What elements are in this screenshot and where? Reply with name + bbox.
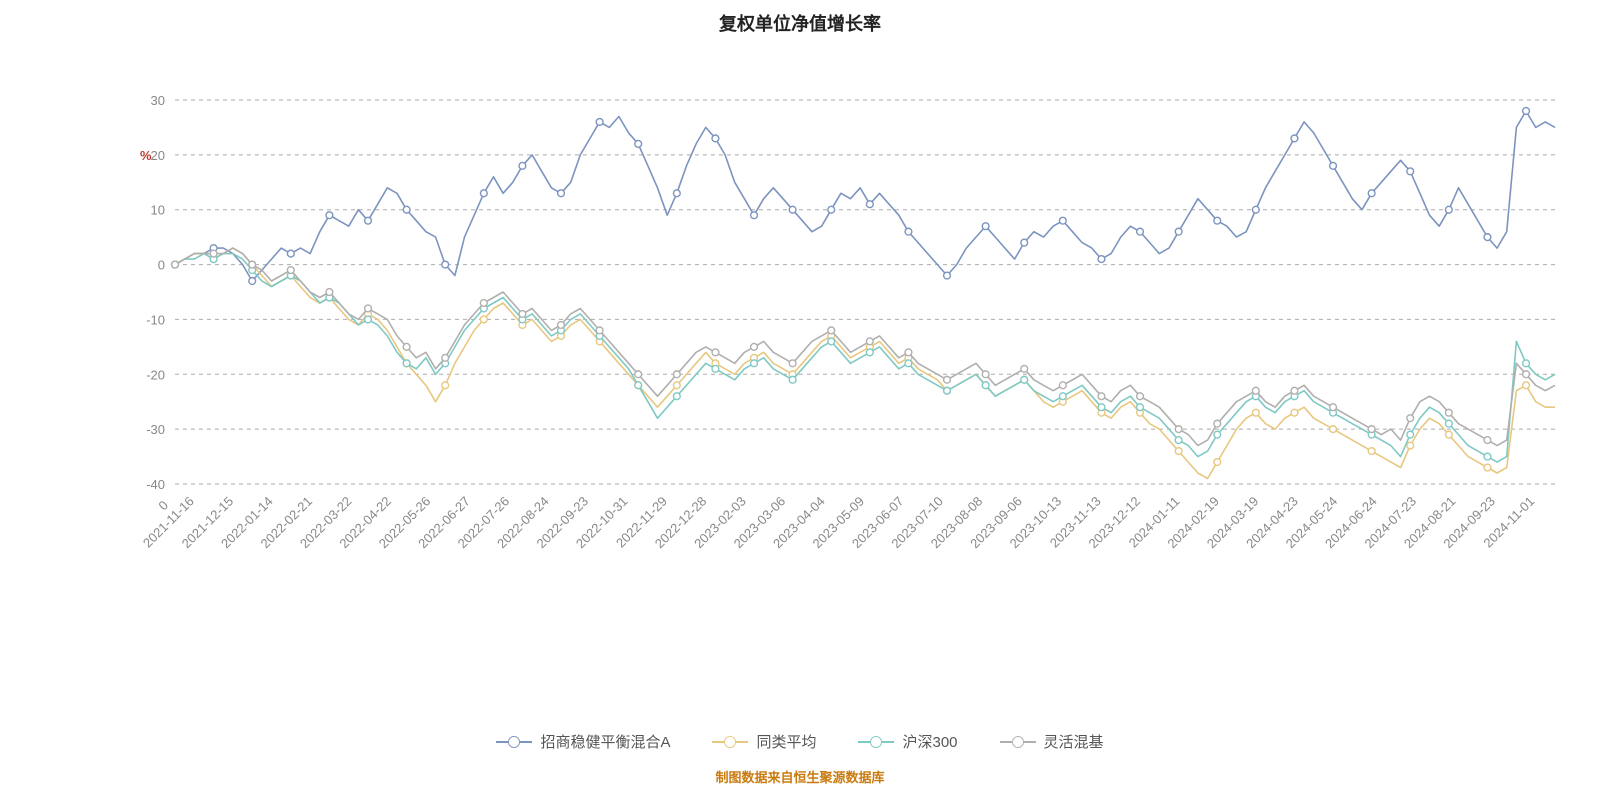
legend-item: 灵活混基 [1000,731,1104,752]
legend-item: 同类平均 [712,731,816,752]
chart-container: 复权单位净值增长率 % -40-30-20-10010203002021-11-… [0,0,1600,800]
legend-label: 同类平均 [756,731,816,752]
svg-text:30: 30 [151,93,165,108]
svg-text:20: 20 [151,148,165,163]
svg-text:10: 10 [151,203,165,218]
svg-text:-30: -30 [146,422,165,437]
legend-swatch [496,741,532,743]
legend: 招商稳健平衡混合A 同类平均 沪深300 灵活混基 [0,731,1600,752]
legend-swatch [1000,741,1036,743]
legend-item: 沪深300 [858,731,957,752]
legend-label: 沪深300 [902,731,957,752]
legend-swatch [858,741,894,743]
legend-label: 招商稳健平衡混合A [540,731,670,752]
svg-text:-10: -10 [146,312,165,327]
legend-label: 灵活混基 [1044,731,1104,752]
svg-text:-20: -20 [146,367,165,382]
svg-text:-40: -40 [146,477,165,492]
chart-svg: -40-30-20-10010203002021-11-162021-12-15… [0,0,1600,680]
legend-item: 招商稳健平衡混合A [496,731,670,752]
svg-text:0: 0 [158,258,165,273]
legend-swatch [712,741,748,743]
chart-credit: 制图数据来自恒生聚源数据库 [0,767,1600,786]
